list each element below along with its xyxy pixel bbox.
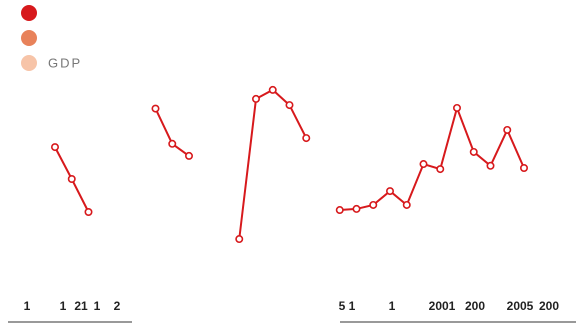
point (168, 139, 177, 148)
point (519, 164, 528, 173)
x-tick-label: 2005 (507, 299, 534, 313)
point (469, 147, 478, 156)
point (50, 143, 59, 152)
point (302, 134, 311, 143)
legend-swatch (21, 5, 37, 21)
point (268, 85, 277, 94)
point (84, 208, 93, 217)
x-tick-label: 1 (60, 299, 67, 313)
point (252, 94, 261, 103)
x-tick-label: 21 (74, 299, 88, 313)
point (185, 151, 194, 160)
line (154, 108, 190, 157)
x-tick-label: 200 (465, 299, 485, 313)
point (436, 165, 445, 174)
point (402, 200, 411, 209)
x-tick-label: 1 (24, 299, 31, 313)
line (339, 104, 525, 212)
point (385, 187, 394, 196)
x-tick-label: 200 (539, 299, 559, 313)
legend-swatch (21, 30, 37, 46)
point (352, 204, 361, 213)
point (419, 160, 428, 169)
point (503, 125, 512, 134)
point (486, 161, 495, 170)
point (335, 206, 344, 215)
point (452, 103, 461, 112)
x-tick-label: 5 1 (339, 299, 356, 313)
x-tick-label: 2001 (429, 299, 456, 313)
x-tick-label: 1 (94, 299, 101, 313)
legend-swatch (21, 55, 37, 71)
point (235, 235, 244, 244)
x-tick-label: 2 (114, 299, 121, 313)
point (151, 104, 160, 113)
legend-label: GDP (48, 55, 82, 70)
line (238, 88, 308, 240)
x-tick-label: 1 (389, 299, 396, 313)
point (369, 200, 378, 209)
point (67, 175, 76, 184)
point (285, 101, 294, 110)
